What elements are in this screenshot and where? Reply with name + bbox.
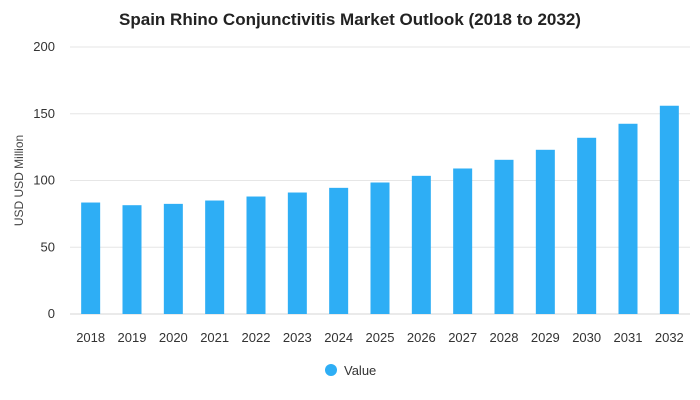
legend-label: Value bbox=[344, 363, 376, 378]
bar-2019[interactable] bbox=[122, 205, 142, 314]
bar-2029[interactable] bbox=[535, 149, 555, 314]
x-tick-label: 2022 bbox=[242, 330, 271, 345]
bar-2018[interactable] bbox=[81, 202, 101, 314]
bar-2027[interactable] bbox=[453, 168, 473, 314]
bar-2025[interactable] bbox=[370, 182, 390, 314]
bar-2031[interactable] bbox=[618, 123, 638, 314]
y-tick-label: 50 bbox=[41, 239, 55, 254]
bar-2023[interactable] bbox=[287, 192, 307, 314]
x-tick-label: 2020 bbox=[159, 330, 188, 345]
x-tick-label: 2027 bbox=[448, 330, 477, 345]
x-tick-label: 2021 bbox=[200, 330, 229, 345]
x-tick-label: 2018 bbox=[76, 330, 105, 345]
legend-marker bbox=[325, 364, 337, 376]
bar-2028[interactable] bbox=[494, 159, 514, 314]
y-tick-label: 0 bbox=[48, 306, 55, 321]
bar-2026[interactable] bbox=[411, 175, 431, 314]
bar-2030[interactable] bbox=[577, 137, 597, 314]
x-tick-label: 2029 bbox=[531, 330, 560, 345]
bar-2020[interactable] bbox=[163, 203, 183, 314]
x-tick-label: 2031 bbox=[614, 330, 643, 345]
x-tick-label: 2024 bbox=[324, 330, 353, 345]
y-tick-label: 100 bbox=[33, 173, 55, 188]
y-axis-label: USD USD Million bbox=[12, 135, 26, 226]
x-tick-label: 2025 bbox=[366, 330, 395, 345]
bar-2021[interactable] bbox=[205, 200, 225, 314]
y-axis-ticks: 0 50 100 150 200 bbox=[33, 39, 55, 321]
bar-2024[interactable] bbox=[329, 187, 349, 314]
chart-title: Spain Rhino Conjunctivitis Market Outloo… bbox=[119, 10, 581, 29]
legend[interactable]: Value bbox=[325, 363, 376, 378]
x-axis-ticks: 2018 2019 2020 2021 2022 2023 2024 2025 2026 2027… bbox=[76, 330, 684, 345]
x-tick-label: 2023 bbox=[283, 330, 312, 345]
x-tick-label: 2019 bbox=[118, 330, 147, 345]
x-tick-label: 2032 bbox=[655, 330, 684, 345]
bar-2032[interactable] bbox=[659, 105, 679, 315]
x-tick-label: 2026 bbox=[407, 330, 436, 345]
x-tick-label: 2030 bbox=[572, 330, 601, 345]
y-tick-label: 150 bbox=[33, 106, 55, 121]
bars bbox=[81, 105, 679, 315]
y-tick-label: 200 bbox=[33, 39, 55, 54]
bar-2022[interactable] bbox=[246, 196, 266, 314]
x-tick-label: 2028 bbox=[490, 330, 519, 345]
